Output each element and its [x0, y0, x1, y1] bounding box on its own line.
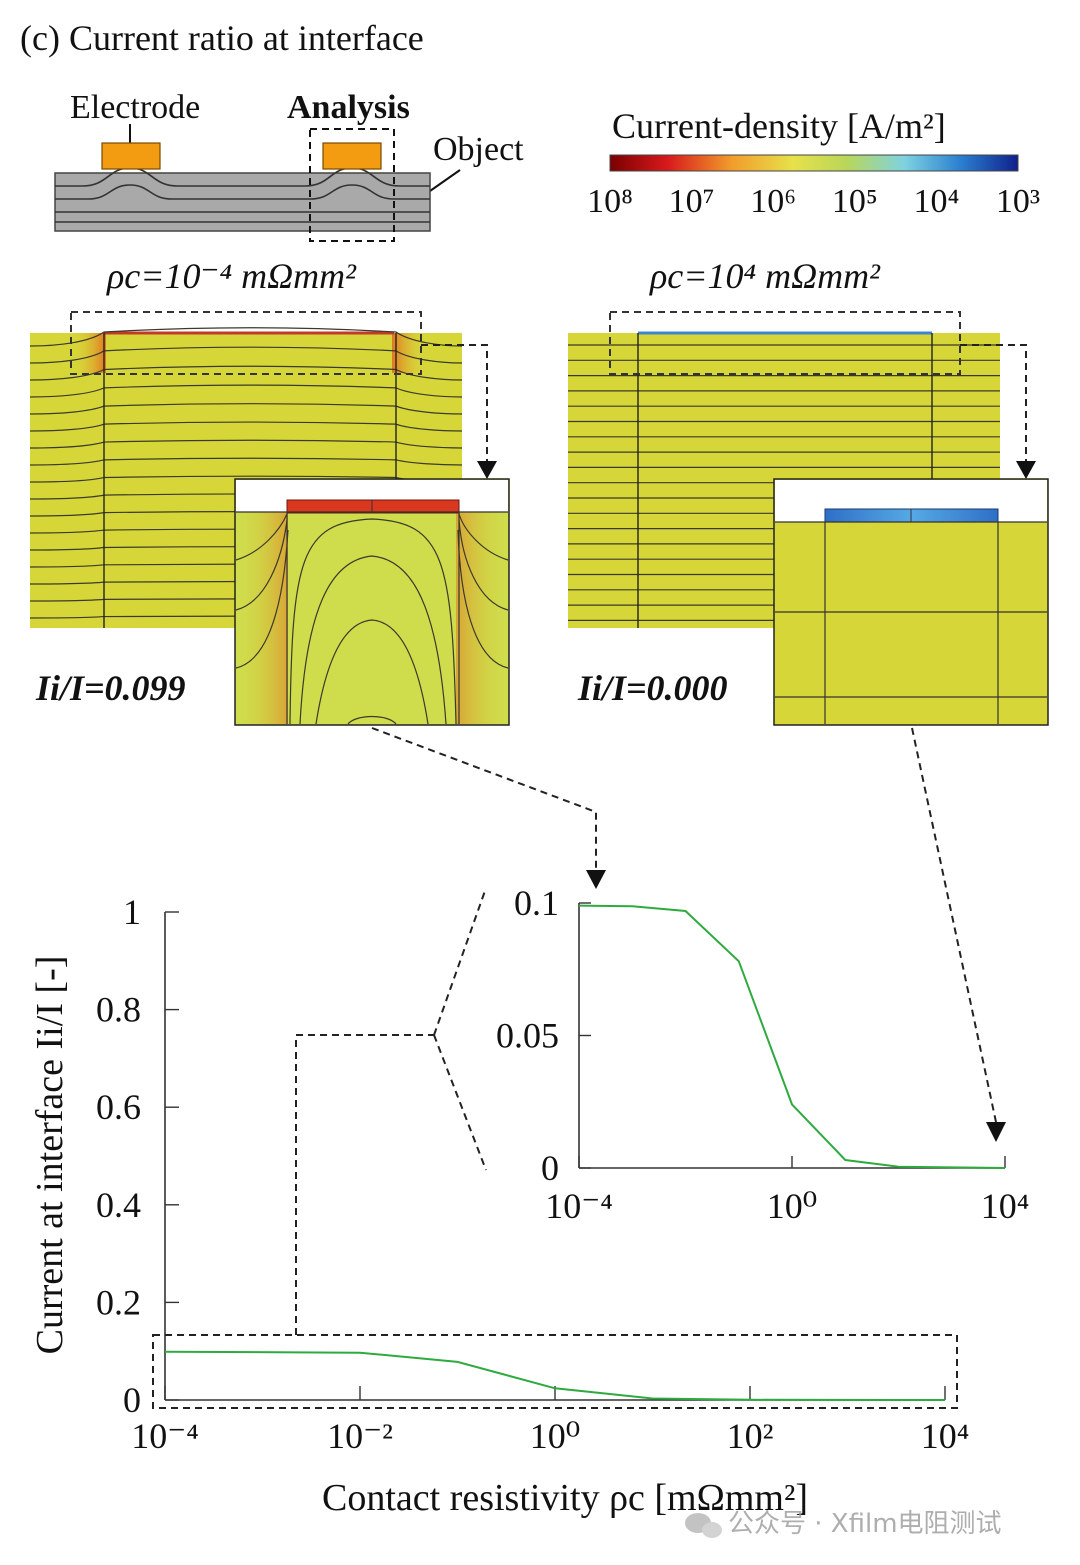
x-tick-label: 10⁰: [767, 1186, 817, 1226]
colorbar-tick-labels: 10⁸ 10⁷ 10⁶ 10⁵ 10⁴ 10³: [587, 183, 1040, 220]
sim-left-zoom-arrowhead: [477, 461, 497, 479]
x-tick-label: 10⁻⁴: [131, 1416, 199, 1456]
y-tick-label: 0.4: [96, 1185, 141, 1225]
sim-left-inset-contact: [286, 499, 460, 514]
colorbar-tick-label: 10⁷: [669, 183, 715, 220]
electrode-right: [322, 142, 382, 170]
colorbar-tick-label: 10³: [996, 183, 1040, 220]
zoom-fan-upper: [433, 887, 487, 1036]
panel-title: (c) Current ratio at interface: [20, 18, 424, 58]
current-line: [29, 439, 463, 449]
object-label: Object: [433, 131, 524, 168]
zoom-region-connector: [295, 1034, 434, 1335]
electrode-label: Electrode: [70, 89, 200, 126]
y-tick-label: 0.05: [496, 1016, 559, 1056]
sim-left-zoom-connector: [421, 344, 488, 462]
inset-to-chart-connector-left: [371, 727, 597, 870]
main-chart-zoom-region: [152, 1334, 958, 1409]
x-tick-label: 10⁻⁴: [545, 1186, 613, 1226]
x-tick-label: 10⁰: [530, 1416, 580, 1456]
y-axis-label: Current at interface Ii/I [-]: [29, 956, 71, 1355]
main-chart: 0 0.2 0.4 0.6 0.8 1 10⁻⁴ 10⁻² 10⁰ 10² 10⁴ Contact r…: [29, 892, 969, 1519]
watermark: 公众号 · Xfilm电阻测试: [685, 1509, 1002, 1539]
current-line: [29, 384, 463, 398]
zoom-fan-lower: [433, 1034, 487, 1171]
analysis-box: [309, 128, 395, 242]
current-line: [29, 327, 463, 347]
colorbar-title: Current-density [A/m²]: [612, 106, 946, 146]
y-tick-label: 0.1: [514, 883, 559, 923]
sim-left-inset-current-lines: [235, 513, 509, 725]
sim-left-inset-hot-left: [236, 512, 288, 724]
data-series-line: [164, 1350, 946, 1401]
inset-to-chart-arrowhead-left: [586, 870, 606, 889]
sim-right-zoom-box: [609, 311, 961, 375]
x-tick-label: 10⁴: [921, 1416, 970, 1456]
sim-right-zoom-arrowhead: [1016, 461, 1036, 479]
x-tick-label: 10⁴: [981, 1186, 1030, 1226]
colorbar-tick-label: 10⁵: [832, 183, 878, 220]
y-tick-label: 0: [541, 1148, 559, 1188]
current-line: [29, 421, 463, 432]
y-tick-label: 0.6: [96, 1087, 141, 1127]
y-tick-label: 1: [123, 892, 141, 932]
object-layers: [55, 167, 430, 223]
sim-right-inset: [773, 478, 1049, 726]
colorbar-tick-label: 10⁴: [913, 183, 959, 220]
colorbar-tick-label: 10⁸: [587, 183, 633, 220]
y-tick-label: 0.2: [96, 1282, 141, 1322]
current-line: [29, 346, 463, 364]
y-tick-label: 0.8: [96, 990, 141, 1030]
colorbar-tick-label: 10⁶: [750, 183, 796, 220]
analysis-label: Analysis: [287, 89, 410, 126]
watermark-text: 公众号 · Xfilm电阻测试: [728, 1509, 1002, 1539]
ratio-label-right: Ii/I=0.000: [577, 668, 728, 708]
current-line: [29, 403, 463, 415]
x-tick-label: 10⁻²: [327, 1416, 393, 1456]
colorbar-gradient: [609, 154, 1019, 172]
current-line: [29, 457, 463, 466]
sim-left-inset: [234, 478, 510, 726]
ratio-label-left: Ii/I=0.099: [35, 668, 186, 708]
rho-label-left: ρc=10⁻⁴ mΩmm²: [106, 256, 357, 296]
x-tick-label: 10²: [727, 1416, 774, 1456]
current-line: [29, 365, 463, 381]
y-tick-label: 0: [123, 1380, 141, 1420]
sim-right-zoom-connector: [960, 344, 1027, 462]
sim-left-zoom-box: [70, 311, 422, 375]
rho-label-right: ρc=10⁴ mΩmm²: [649, 256, 881, 296]
sim-left-inset-hot-right: [456, 512, 508, 724]
inset-chart: 0 0.05 0.1 10⁻⁴ 10⁰ 10⁴: [496, 883, 1029, 1226]
inset-to-chart-arrowhead-right: [986, 1122, 1006, 1142]
colorbar: Current-density [A/m²] 10⁸ 10⁷ 10⁶ 10⁵ 10⁴ 10…: [587, 106, 1040, 220]
x-axis-label: Contact resistivity ρc [mΩmm²]: [322, 1477, 808, 1519]
inset-to-chart-connector-right: [911, 727, 997, 1123]
electrode-left: [101, 142, 161, 170]
schematic: Electrode Analysis Object: [54, 89, 524, 242]
data-series-line: [578, 904, 1006, 1169]
